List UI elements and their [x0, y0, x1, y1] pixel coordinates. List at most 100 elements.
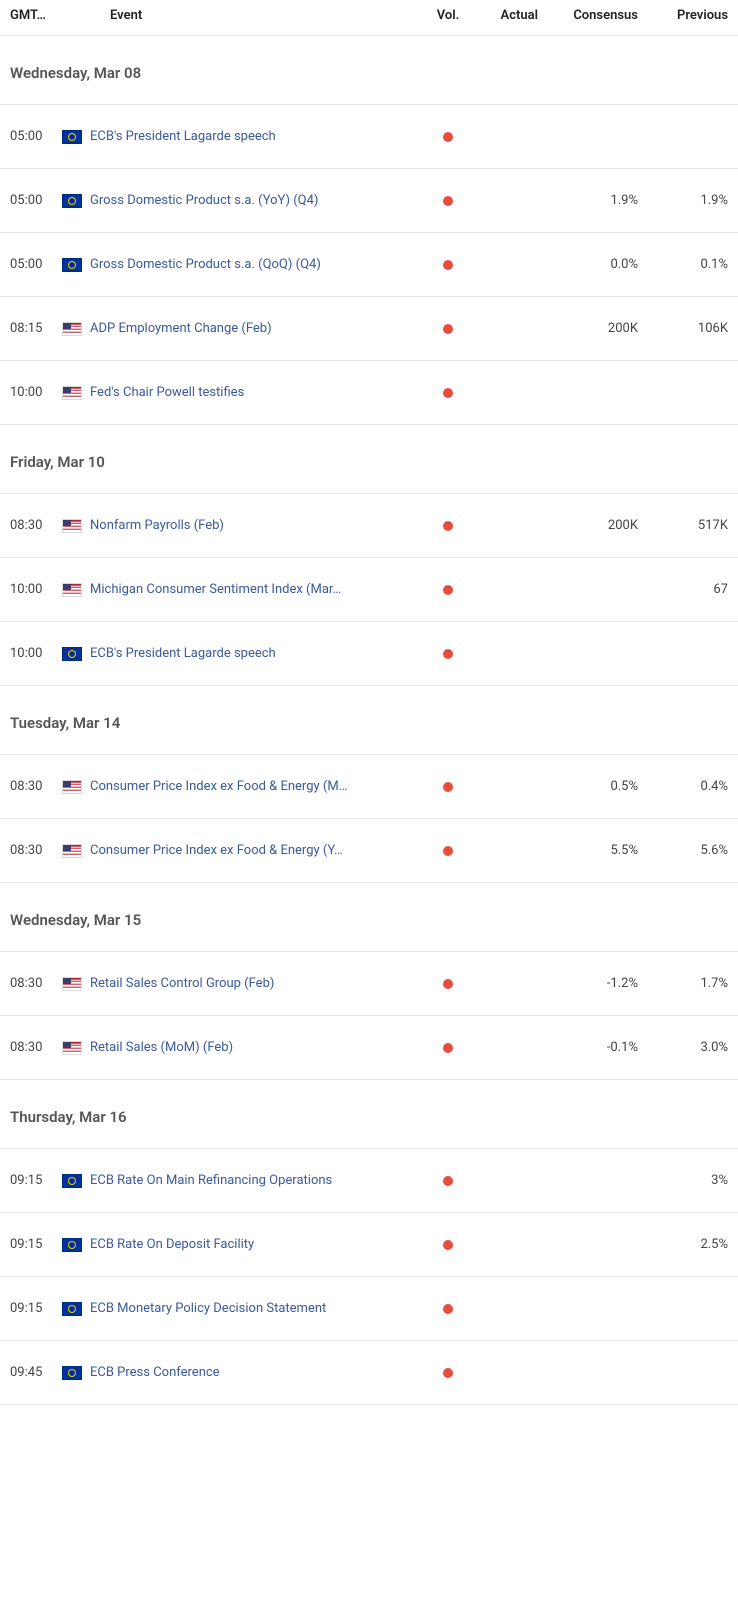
calendar-row[interactable]: 10:00 Fed's Chair Powell testifies	[0, 361, 738, 425]
calendar-row[interactable]: 09:45 ECB Press Conference	[0, 1341, 738, 1405]
volatility-high-icon	[443, 1043, 453, 1053]
consensus-value: -1.2%	[538, 976, 638, 991]
volatility-high-icon	[443, 585, 453, 595]
country-flag-cell	[62, 519, 90, 533]
calendar-row[interactable]: 08:30Consumer Price Index ex Food & Ener…	[0, 819, 738, 883]
volatility-cell	[428, 1240, 468, 1250]
header-actual[interactable]: Actual	[468, 8, 538, 23]
volatility-cell	[428, 979, 468, 989]
event-name[interactable]: Consumer Price Index ex Food & Energy (Y…	[90, 843, 428, 858]
event-time: 09:15	[10, 1301, 62, 1316]
header-vol[interactable]: Vol.	[428, 8, 468, 23]
event-time: 09:15	[10, 1237, 62, 1252]
volatility-cell	[428, 782, 468, 792]
header-time[interactable]: GMT…	[10, 8, 62, 23]
volatility-high-icon	[443, 1368, 453, 1378]
eu-flag-icon	[62, 258, 82, 272]
volatility-cell	[428, 388, 468, 398]
country-flag-cell	[62, 844, 90, 858]
us-flag-icon	[62, 844, 82, 858]
volatility-high-icon	[443, 388, 453, 398]
volatility-cell	[428, 196, 468, 206]
event-name[interactable]: Gross Domestic Product s.a. (YoY) (Q4)	[90, 193, 428, 208]
event-name[interactable]: Retail Sales (MoM) (Feb)	[90, 1040, 428, 1055]
previous-value: 517K	[638, 518, 728, 533]
volatility-high-icon	[443, 782, 453, 792]
calendar-row[interactable]: 08:15 ADP Employment Change (Feb) 200K106K	[0, 297, 738, 361]
event-name[interactable]: ECB Monetary Policy Decision Statement	[90, 1301, 428, 1316]
event-name[interactable]: ECB Rate On Main Refinancing Operations	[90, 1173, 428, 1188]
eu-flag-icon	[62, 1238, 82, 1252]
calendar-row[interactable]: 08:30Consumer Price Index ex Food & Ener…	[0, 755, 738, 819]
volatility-cell	[428, 521, 468, 531]
calendar-row[interactable]: 08:30Nonfarm Payrolls (Feb)200K517K	[0, 494, 738, 558]
event-name[interactable]: Michigan Consumer Sentiment Index (Mar…	[90, 582, 428, 597]
economic-calendar-table: GMT… Event Vol. Actual Consensus Previou…	[0, 0, 738, 1405]
event-time: 05:00	[10, 193, 62, 208]
calendar-row[interactable]: 09:15 ECB Rate On Deposit Facility 2.5%	[0, 1213, 738, 1277]
country-flag-cell	[62, 194, 90, 208]
eu-flag-icon	[62, 1302, 82, 1316]
date-header: Thursday, Mar 16	[0, 1080, 738, 1149]
calendar-row[interactable]: 05:00Gross Domestic Product s.a. (QoQ) (…	[0, 233, 738, 297]
date-header: Wednesday, Mar 15	[0, 883, 738, 952]
eu-flag-icon	[62, 130, 82, 144]
event-time: 08:30	[10, 518, 62, 533]
country-flag-cell	[62, 1302, 90, 1316]
volatility-high-icon	[443, 1304, 453, 1314]
event-name[interactable]: Consumer Price Index ex Food & Energy (M…	[90, 779, 428, 794]
previous-value: 0.1%	[638, 257, 728, 272]
calendar-row[interactable]: 08:30Retail Sales (MoM) (Feb)-0.1%3.0%	[0, 1016, 738, 1080]
calendar-row[interactable]: 08:30Retail Sales Control Group (Feb)-1.…	[0, 952, 738, 1016]
volatility-cell	[428, 260, 468, 270]
volatility-cell	[428, 1368, 468, 1378]
event-name[interactable]: Fed's Chair Powell testifies	[90, 385, 428, 400]
event-time: 10:00	[10, 385, 62, 400]
previous-value: 1.9%	[638, 193, 728, 208]
volatility-high-icon	[443, 649, 453, 659]
event-name[interactable]: Gross Domestic Product s.a. (QoQ) (Q4)	[90, 257, 428, 272]
consensus-value: 200K	[538, 321, 638, 336]
consensus-value: -0.1%	[538, 1040, 638, 1055]
event-name[interactable]: ECB's President Lagarde speech	[90, 646, 428, 661]
us-flag-icon	[62, 322, 82, 336]
calendar-row[interactable]: 10:00Michigan Consumer Sentiment Index (…	[0, 558, 738, 622]
volatility-high-icon	[443, 260, 453, 270]
calendar-row[interactable]: 10:00ECB's President Lagarde speech	[0, 622, 738, 686]
event-time: 09:45	[10, 1365, 62, 1380]
volatility-high-icon	[443, 846, 453, 856]
us-flag-icon	[62, 583, 82, 597]
date-header: Tuesday, Mar 14	[0, 686, 738, 755]
event-name[interactable]: ECB Press Conference	[90, 1365, 428, 1380]
volatility-cell	[428, 1176, 468, 1186]
event-time: 08:15	[10, 321, 62, 336]
calendar-row[interactable]: 09:15ECB Rate On Main Refinancing Operat…	[0, 1149, 738, 1213]
country-flag-cell	[62, 1238, 90, 1252]
header-event[interactable]: Event	[90, 8, 428, 23]
event-name[interactable]: ECB's President Lagarde speech	[90, 129, 428, 144]
eu-flag-icon	[62, 1366, 82, 1380]
event-name[interactable]: ADP Employment Change (Feb)	[90, 321, 428, 336]
event-name[interactable]: Nonfarm Payrolls (Feb)	[90, 518, 428, 533]
previous-value: 5.6%	[638, 843, 728, 858]
country-flag-cell	[62, 1041, 90, 1055]
header-previous[interactable]: Previous	[638, 8, 728, 23]
previous-value: 2.5%	[638, 1237, 728, 1252]
calendar-row[interactable]: 09:15 ECB Monetary Policy Decision Statem…	[0, 1277, 738, 1341]
country-flag-cell	[62, 583, 90, 597]
event-name[interactable]: Retail Sales Control Group (Feb)	[90, 976, 428, 991]
volatility-cell	[428, 846, 468, 856]
calendar-row[interactable]: 05:00 Gross Domestic Product s.a. (YoY) (…	[0, 169, 738, 233]
consensus-value: 0.0%	[538, 257, 638, 272]
us-flag-icon	[62, 977, 82, 991]
volatility-high-icon	[443, 324, 453, 334]
us-flag-icon	[62, 519, 82, 533]
eu-flag-icon	[62, 194, 82, 208]
country-flag-cell	[62, 1366, 90, 1380]
calendar-row[interactable]: 05:00ECB's President Lagarde speech	[0, 105, 738, 169]
previous-value: 106K	[638, 321, 728, 336]
header-consensus[interactable]: Consensus	[538, 8, 638, 23]
event-name[interactable]: ECB Rate On Deposit Facility	[90, 1237, 428, 1252]
previous-value: 0.4%	[638, 779, 728, 794]
volatility-high-icon	[443, 132, 453, 142]
